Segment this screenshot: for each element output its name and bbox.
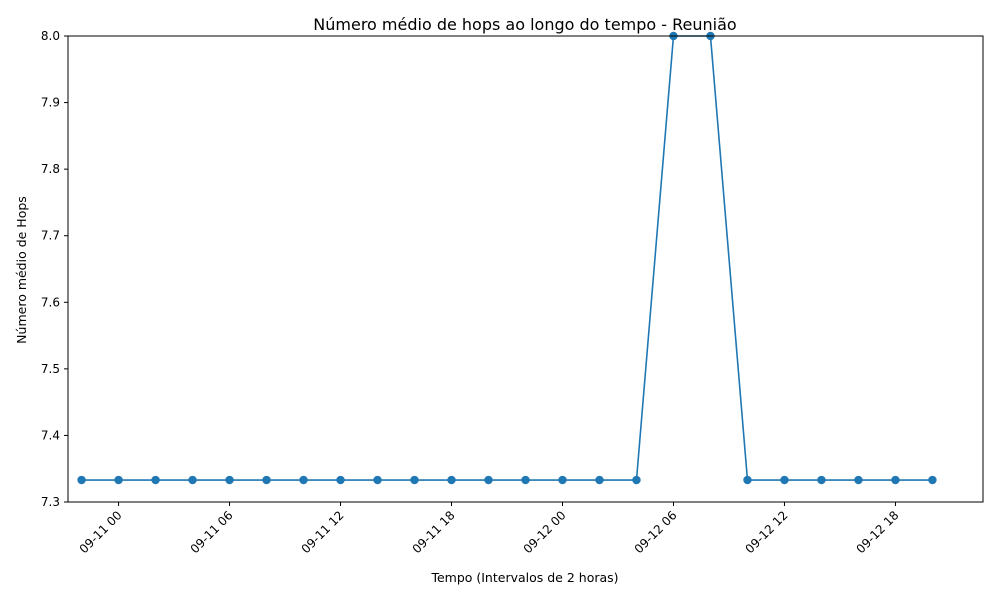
x-tick-label: 09-11 18	[410, 508, 458, 556]
data-point	[225, 475, 234, 485]
data-point	[595, 475, 604, 485]
x-tick-label: 09-12 06	[632, 508, 680, 556]
data-point	[743, 475, 752, 485]
data-point	[780, 475, 789, 485]
x-tick-label: 09-12 00	[521, 508, 569, 556]
y-tick-label: 7.3	[41, 495, 60, 509]
y-tick-label: 7.5	[41, 362, 60, 376]
data-point	[632, 475, 641, 485]
x-axis-label: Tempo (Intervalos de 2 horas)	[430, 570, 618, 585]
x-tick-label: 09-12 12	[743, 508, 791, 556]
x-tick-label: 09-11 12	[299, 508, 347, 556]
y-tick-label: 7.6	[41, 295, 60, 309]
y-tick-label: 8.0	[41, 29, 60, 43]
plot-frame	[67, 35, 984, 503]
series-line	[81, 35, 933, 481]
data-point	[188, 475, 197, 485]
y-tick-label: 7.9	[41, 96, 60, 110]
y-tick-label: 7.4	[41, 428, 60, 442]
x-axis: 09-11 00 09-11 06 09-11 12 09-11 18 09-12 00…	[77, 502, 902, 556]
x-tick-label: 09-12 18	[854, 508, 902, 556]
data-point	[928, 475, 937, 485]
x-tick-label: 09-11 00	[77, 508, 125, 556]
data-point	[336, 475, 345, 485]
x-tick-label: 09-11 06	[188, 508, 236, 556]
y-tick-label: 7.7	[41, 229, 60, 243]
data-point	[299, 475, 308, 485]
data-point	[521, 475, 530, 485]
data-point	[77, 475, 86, 485]
data-point	[854, 475, 863, 485]
data-point	[373, 475, 382, 485]
data-point	[447, 475, 456, 485]
plot-area	[77, 31, 937, 485]
data-point	[891, 475, 900, 485]
data-point	[558, 475, 567, 485]
data-point	[484, 475, 493, 485]
y-tick-label: 7.8	[41, 162, 60, 176]
data-point	[151, 475, 160, 485]
y-axis: 7.3 7.4 7.5 7.6 7.7 7.8 7.9 8.0	[41, 29, 68, 509]
data-point	[114, 475, 123, 485]
data-point	[262, 475, 271, 485]
data-point	[817, 475, 826, 485]
y-axis-label: Número médio de Hops	[14, 196, 29, 344]
data-point	[410, 475, 419, 485]
chart-title: Número médio de hops ao longo do tempo -…	[313, 15, 736, 34]
